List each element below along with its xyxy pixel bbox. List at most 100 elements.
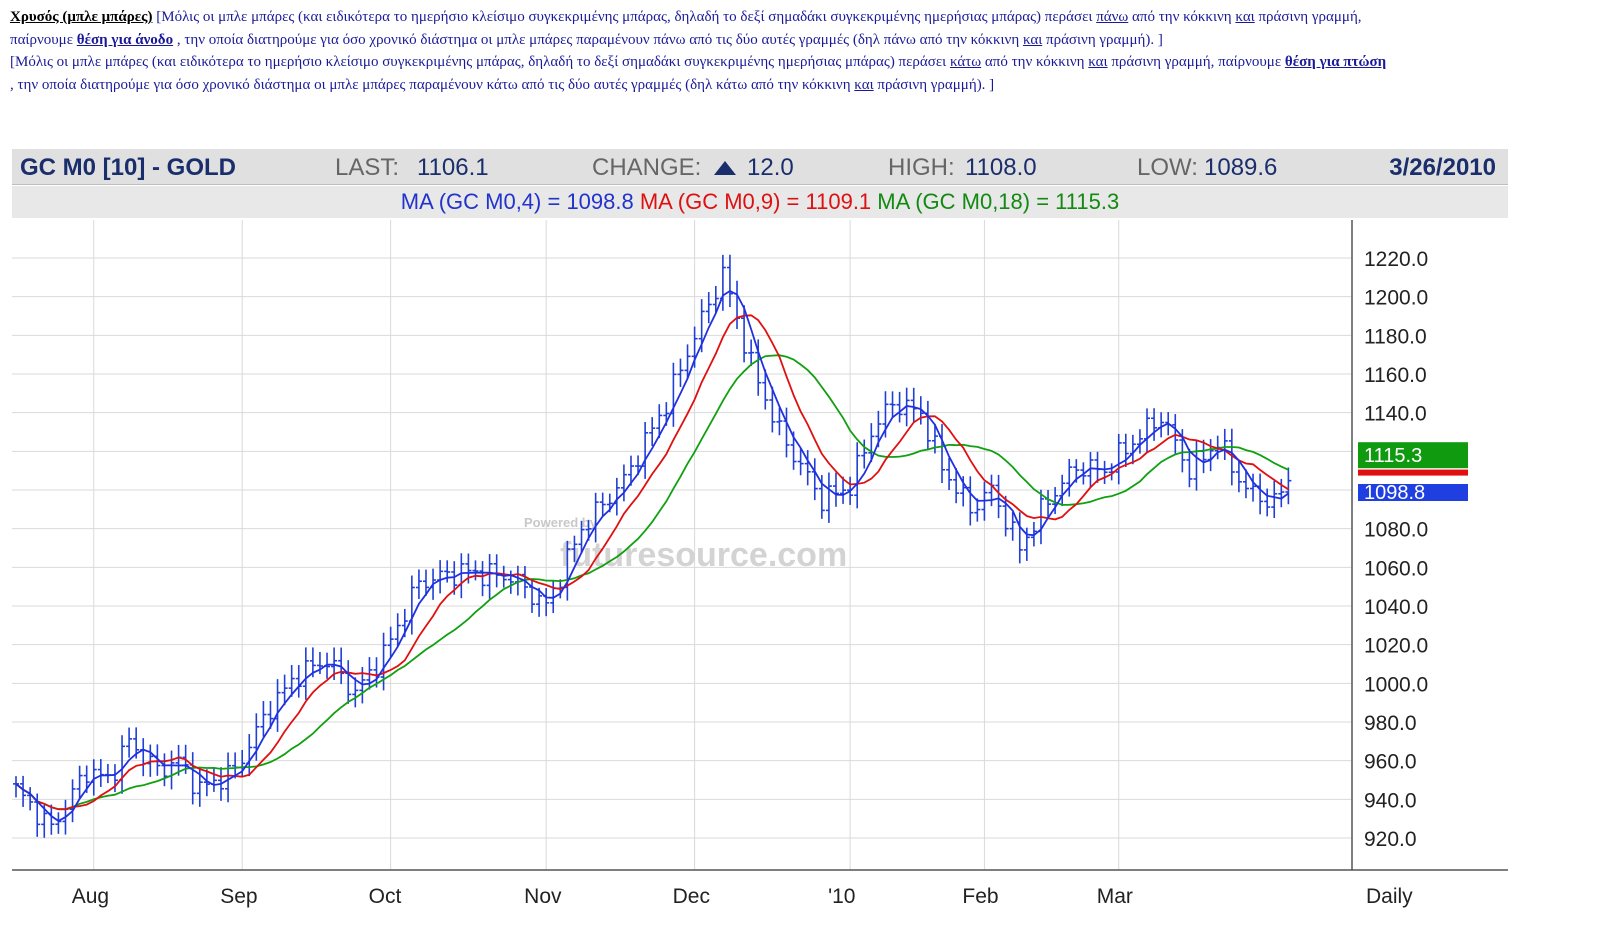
price-bar — [288, 665, 295, 697]
price-bar — [352, 677, 359, 708]
price-bar — [967, 476, 974, 526]
price-bar — [126, 727, 133, 758]
note-text: , την οποία διατηρούμε για όσο χρονικό δ… — [10, 76, 855, 93]
price-bar — [684, 344, 691, 380]
price-bar — [479, 561, 486, 597]
watermark-logo: futuresource.com — [560, 536, 847, 574]
price-bar — [380, 632, 387, 691]
note-underline: κάτω — [949, 54, 982, 70]
price-bar — [387, 626, 394, 658]
x-tick-label: Dec — [673, 885, 710, 908]
price-bar — [1278, 478, 1285, 508]
price-bar — [253, 713, 260, 761]
price-bar — [1066, 458, 1073, 497]
note-underline: πάνω — [1096, 9, 1129, 25]
price-bar — [41, 804, 48, 838]
change-value: 12.0 — [747, 154, 794, 181]
price-bar — [769, 386, 776, 433]
price-bar — [1115, 433, 1122, 485]
price-bar — [394, 613, 401, 648]
price-bar — [1087, 452, 1094, 488]
watermark-small: Powered by — [524, 515, 598, 530]
price-bar — [840, 476, 847, 504]
note-emphasis: θέση για άνοδο — [76, 31, 174, 48]
price-bar — [726, 254, 733, 308]
price-bar — [281, 674, 288, 706]
price-bar — [620, 464, 627, 502]
price-bar — [889, 391, 896, 417]
note-text: πράσινη γραμμή, παίρνουμε — [10, 9, 1362, 48]
price-bar — [472, 560, 479, 581]
x-tick-label: '10 — [828, 885, 855, 908]
price-bar — [1122, 433, 1129, 467]
price-bar — [712, 285, 719, 313]
note-text: πράσινη γραμμή). ] — [873, 76, 995, 93]
change-label: CHANGE: — [592, 154, 702, 181]
price-bar — [1235, 459, 1242, 493]
y-tick-label: 1180.0 — [1364, 325, 1427, 348]
price-bar — [415, 569, 422, 600]
note-text: , την οποία διατηρούμε για όσο χρονικό δ… — [173, 31, 1023, 48]
price-bar — [1009, 512, 1016, 541]
quote-date: 3/26/2010 — [1389, 154, 1496, 181]
price-bar — [656, 404, 663, 439]
x-tick-label: Aug — [72, 885, 109, 908]
price-bar — [762, 369, 769, 410]
y-tick-label: 1220.0 — [1364, 248, 1428, 271]
price-bar — [267, 701, 274, 729]
frequency-label: Daily — [1366, 885, 1413, 908]
y-tick-label: 1080.0 — [1364, 519, 1428, 542]
y-tick-label: 920.0 — [1364, 828, 1417, 851]
price-bar — [797, 448, 804, 476]
price-bar — [444, 560, 451, 583]
ma18-value-tag: 1115.3 — [1358, 442, 1468, 469]
low-value: 1089.6 — [1204, 154, 1278, 181]
x-tick-label: Feb — [962, 885, 998, 908]
price-bar — [1242, 469, 1249, 499]
ma4-line — [15, 289, 1289, 822]
note-text: [Μόλις οι μπλε μπάρες (και ειδικότερα το… — [10, 54, 950, 70]
price-bar — [896, 391, 903, 423]
price-bar — [741, 305, 748, 363]
note-title: Χρυσός (μπλε μπάρες) — [10, 9, 153, 25]
svg-text:1098.8: 1098.8 — [1364, 482, 1425, 504]
price-bar — [1250, 473, 1257, 502]
price-bar — [27, 787, 34, 811]
price-bar — [1264, 488, 1271, 517]
price-bar — [627, 455, 634, 486]
y-tick-label: 1020.0 — [1364, 635, 1428, 658]
last-label: LAST: — [335, 154, 400, 181]
price-bar — [1151, 408, 1158, 441]
price-bar — [76, 765, 83, 799]
price-bar — [677, 358, 684, 387]
y-tick-label: 1040.0 — [1364, 596, 1428, 619]
annotation-text: Χρυσός (μπλε μπάρες) [Μόλις οι μπλε μπάρ… — [10, 6, 1390, 96]
note-paragraph-2: [Μόλις οι μπλε μπάρες (και ειδικότερα το… — [10, 51, 1390, 96]
note-text: [Μόλις οι μπλε μπάρες (και ειδικότερα το… — [152, 9, 1097, 25]
price-bar — [578, 520, 585, 554]
price-bar — [931, 423, 938, 454]
price-bar — [825, 472, 832, 523]
price-bar — [832, 472, 839, 507]
note-text: πράσινη γραμμή). ] — [1042, 31, 1163, 48]
price-bar — [946, 457, 953, 490]
ma4-value-tag: 1098.8 — [1358, 482, 1468, 504]
high-label: HIGH: — [888, 154, 955, 181]
price-bar — [521, 566, 528, 599]
note-emphasis: θέση για πτώση — [1284, 54, 1387, 70]
symbol-title: GC M0 [10] - GOLD — [20, 154, 237, 181]
price-bar — [1186, 448, 1193, 488]
svg-text:1115.3: 1115.3 — [1364, 445, 1422, 467]
price-bar — [974, 498, 981, 522]
price-bar — [804, 450, 811, 486]
ma9-line — [15, 314, 1289, 811]
price-bar — [20, 775, 27, 807]
price-bar — [861, 439, 868, 469]
price-bar — [1271, 480, 1278, 518]
price-bar — [486, 554, 493, 599]
price-bar — [995, 474, 1002, 519]
price-bar — [571, 535, 578, 562]
y-tick-label: 1000.0 — [1364, 673, 1428, 696]
legend-ma18: MA (GC M0,18) = 1115.3 — [877, 189, 1120, 214]
price-chart: Powered by futuresource.com 920.0 940.0 96… — [12, 220, 1508, 933]
